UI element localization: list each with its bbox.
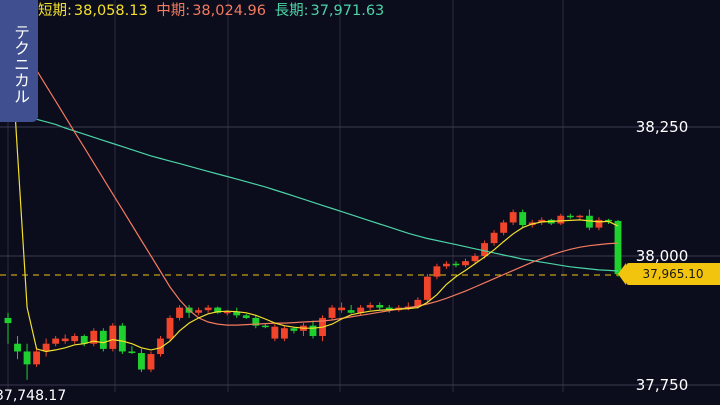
candle-body — [376, 305, 384, 308]
candle-body — [452, 263, 460, 266]
candle-body — [128, 351, 136, 354]
y-tick-label: 38,000 — [636, 247, 689, 265]
technical-tab[interactable]: テクニカル — [0, 0, 38, 122]
candle-body — [481, 243, 488, 256]
candle-body — [176, 307, 183, 318]
candle-body — [204, 307, 212, 311]
ma-long-line — [7, 110, 619, 272]
y-tick-label: 37,750 — [636, 376, 689, 394]
candle-body — [614, 220, 622, 275]
candle-body — [290, 328, 298, 331]
candle-body — [42, 343, 50, 352]
candle-body — [490, 232, 498, 244]
mid-ma-legend: 中期: 38,024.96 — [156, 3, 268, 19]
candle-body — [471, 256, 479, 262]
candle-body — [423, 276, 431, 300]
candle-body — [538, 219, 546, 223]
candle-body — [414, 299, 422, 307]
candle-body — [309, 325, 317, 336]
candle-body — [195, 310, 203, 313]
candle-body — [33, 351, 41, 365]
candle-body — [443, 263, 450, 267]
low-price-label: 37,748.17 — [0, 388, 67, 404]
candle-body — [338, 307, 346, 311]
candle-body — [433, 266, 441, 277]
candle-body — [280, 328, 288, 339]
y-tick-label: 38,250 — [636, 118, 689, 136]
candle-body — [252, 317, 260, 326]
mid-ma-value: 38,024.96 — [192, 3, 266, 19]
current-price-tag: 37,965.10 — [618, 263, 720, 285]
candle-body — [61, 338, 69, 342]
candle-body — [118, 325, 126, 352]
long-ma-legend: 長期: 37,971.63 — [275, 3, 387, 19]
candle-body — [109, 325, 117, 349]
candle-body — [23, 351, 31, 365]
candle-body — [14, 343, 21, 352]
mid-ma-label: 中期: — [156, 3, 191, 19]
candle-body — [214, 307, 222, 313]
candle-body — [347, 310, 355, 313]
candle-body — [462, 261, 469, 266]
candle-body — [557, 215, 565, 224]
short-ma-value: 38,058.13 — [73, 3, 148, 19]
candle-body — [566, 215, 574, 218]
candle-body — [157, 338, 164, 355]
long-ma-label: 長期: — [274, 3, 309, 19]
candle-body — [90, 330, 98, 344]
short-ma-legend: 短期: 38,058.13 — [38, 3, 150, 19]
ma-mid-line — [7, 23, 619, 326]
candle-body — [271, 326, 279, 339]
candle-body — [261, 325, 269, 328]
candle-body — [233, 311, 241, 316]
candle-body — [4, 317, 12, 324]
ma-legend: 短期: 38,058.13 中期: 38,024.96 長期: 37,971.63 — [38, 0, 388, 20]
candle-body — [52, 338, 60, 344]
candle-body — [71, 335, 79, 342]
short-ma-label: 短期: — [38, 3, 72, 19]
candle-body — [99, 330, 107, 349]
candle-body — [576, 215, 584, 218]
candle-body — [147, 354, 155, 370]
long-ma-value: 37,971.63 — [310, 3, 385, 19]
candle-body — [519, 212, 527, 226]
candle-body — [585, 215, 593, 228]
candle-body — [366, 305, 374, 308]
candle-body — [509, 212, 517, 223]
candle-body — [138, 353, 145, 370]
candle-body — [223, 311, 231, 314]
ma-short-line — [7, 0, 619, 353]
candle-body — [357, 307, 365, 313]
candle-body — [328, 307, 336, 318]
candle-body — [242, 315, 250, 318]
candle-body — [500, 222, 508, 233]
candle-body — [166, 317, 174, 339]
candle-body — [385, 307, 393, 311]
candle-body — [605, 219, 612, 222]
candle-body — [595, 219, 603, 228]
candle-body — [80, 335, 88, 344]
